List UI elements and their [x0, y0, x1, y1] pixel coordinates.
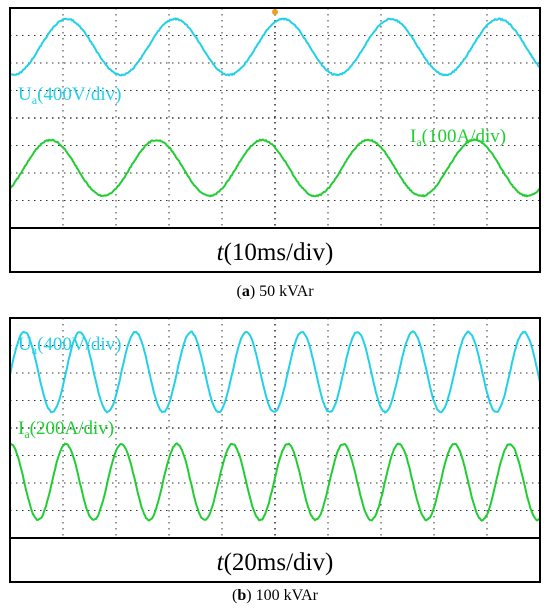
caption-letter: b	[237, 587, 246, 604]
time-label: t(20ms/div)	[217, 549, 334, 576]
signal-label: Ia(200A/div)	[18, 418, 114, 441]
signal-scale: (100A/div)	[422, 126, 506, 147]
signal-scale: (200A/div)	[30, 418, 114, 439]
time-scale: (10ms/div)	[224, 239, 334, 266]
time-scale: (20ms/div)	[224, 549, 334, 576]
current-wave	[10, 139, 540, 196]
time-label: t(10ms/div)	[217, 239, 334, 266]
caption-text: ) 50 kVAr	[250, 283, 314, 300]
signal-scale: (400V/div)	[37, 334, 121, 355]
current-wave	[10, 443, 540, 520]
signal-scale: (400V/div)	[37, 84, 121, 105]
signal-label: Ia(100A/div)	[410, 126, 506, 149]
caption-text: ) 100 kVAr	[246, 587, 318, 604]
signal-symbol: U	[18, 334, 32, 355]
caption-letter: a	[242, 283, 250, 300]
signal-label: Ua(400V/div)	[18, 334, 122, 357]
signal-symbol: U	[18, 84, 32, 105]
trigger-marker	[272, 9, 278, 15]
caption: (a) 50 kVAr	[236, 283, 314, 300]
caption: (b) 100 kVAr	[232, 587, 319, 604]
signal-label: Ua(400V/div)	[18, 84, 122, 107]
